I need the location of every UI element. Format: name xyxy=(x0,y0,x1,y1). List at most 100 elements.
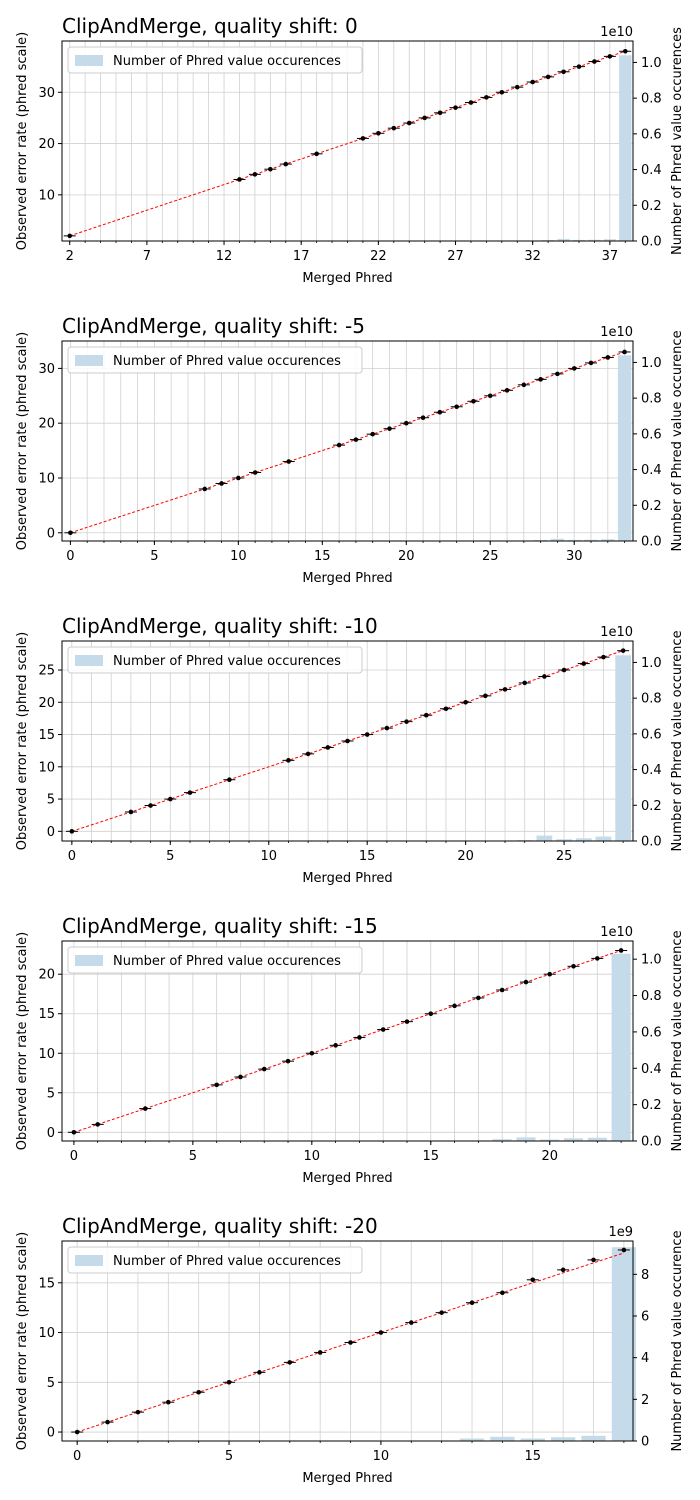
y2-tick-label: 0.8 xyxy=(641,392,662,407)
data-point xyxy=(576,64,582,69)
y-tick-label: 0 xyxy=(47,1126,55,1141)
chart-1: 0 5 10 15 20 25 30 0 10 20 30 0.0 0.2 0.4 0.6 0.8 1.0 1e1… xyxy=(15,314,685,586)
occurrence-bar xyxy=(584,539,598,541)
y2-tick-label: 0.0 xyxy=(641,1135,662,1150)
chart-title: ClipAndMerge, quality shift: -10 xyxy=(62,614,378,638)
data-point xyxy=(345,738,350,744)
data-point xyxy=(538,377,543,382)
x-tick-label: 0 xyxy=(73,1449,81,1464)
occurrence-bar xyxy=(603,239,617,241)
legend-label: Number of Phred value occurences xyxy=(113,354,341,369)
y2-axis-label: Number of Phred value occurence xyxy=(670,330,685,551)
data-point xyxy=(423,712,429,718)
x-tick-label: 10 xyxy=(230,549,247,564)
y2-tick-label: 0.0 xyxy=(641,235,662,250)
y-tick-label: 5 xyxy=(47,1376,55,1391)
data-point xyxy=(522,680,528,686)
fit-line xyxy=(73,950,622,1133)
data-point xyxy=(187,790,193,795)
occurrence-bar xyxy=(617,355,632,541)
y2-tick-label: 1.0 xyxy=(641,356,662,371)
data-point xyxy=(439,1310,444,1315)
occurrence-bar xyxy=(567,539,581,541)
y-tick-label: 10 xyxy=(38,188,55,203)
y-tick-label: 15 xyxy=(38,1007,55,1022)
y2-tick-label: 0.6 xyxy=(641,1025,662,1040)
data-point xyxy=(238,1074,243,1080)
occurrence-bar xyxy=(601,539,615,541)
data-point xyxy=(591,1257,596,1263)
data-point xyxy=(487,393,493,399)
data-point xyxy=(348,1340,353,1345)
data-point xyxy=(404,1019,410,1024)
data-point xyxy=(420,415,426,421)
data-point xyxy=(384,725,390,731)
y-tick-label: 10 xyxy=(38,471,55,486)
y-axis-label: Observed error rate (phred scale) xyxy=(15,932,30,1150)
legend-swatch xyxy=(75,355,103,366)
x-tick-label: 0 xyxy=(66,549,74,564)
data-point xyxy=(605,355,611,360)
legend-swatch xyxy=(75,55,103,66)
data-point xyxy=(69,829,75,834)
y2-tick-label: 0.8 xyxy=(641,92,662,107)
data-point xyxy=(257,1370,262,1375)
occurrence-bar xyxy=(581,1435,606,1441)
data-point xyxy=(622,349,627,355)
occurrence-bar xyxy=(520,1438,545,1441)
occurrence-bar xyxy=(550,538,565,541)
plot-frame xyxy=(61,940,634,1142)
legend-swatch xyxy=(75,955,103,966)
x-tick-label: 30 xyxy=(566,549,583,564)
occurrence-bar xyxy=(619,55,632,242)
data-point xyxy=(468,100,474,105)
data-point xyxy=(607,54,613,59)
x-axis-label: Merged Phred xyxy=(302,871,392,886)
y2-tick-label: 4 xyxy=(641,1351,649,1366)
data-point xyxy=(621,1247,627,1253)
data-point xyxy=(422,115,427,121)
data-point xyxy=(571,963,576,969)
y2-offset-text: 1e9 xyxy=(608,1225,633,1240)
data-point xyxy=(484,95,489,100)
y2-offset-text: 1e10 xyxy=(600,325,633,340)
data-point xyxy=(555,371,560,377)
data-point xyxy=(219,481,224,486)
occurrence-bar xyxy=(516,1137,536,1141)
x-tick-label: 15 xyxy=(524,1449,541,1464)
legend-label: Number of Phred value occurences xyxy=(113,654,341,669)
x-tick-label: 10 xyxy=(304,1149,321,1164)
data-point xyxy=(357,1035,362,1040)
data-point xyxy=(406,120,412,126)
x-tick-label: 20 xyxy=(541,1149,558,1164)
y2-tick-label: 0.2 xyxy=(641,799,662,814)
y-axis-label: Observed error rate (phred scale) xyxy=(15,1232,30,1450)
y-tick-label: 25 xyxy=(38,664,55,679)
data-point xyxy=(309,1050,315,1056)
data-point xyxy=(514,84,520,90)
data-point xyxy=(500,1290,505,1296)
y-tick-label: 10 xyxy=(38,1047,55,1062)
legend-swatch xyxy=(75,655,103,666)
data-point xyxy=(403,420,409,426)
chart-title: ClipAndMerge, quality shift: -5 xyxy=(62,314,365,338)
x-tick-label: 0 xyxy=(70,1149,78,1164)
y-tick-label: 20 xyxy=(38,968,55,983)
y-tick-label: 15 xyxy=(38,728,55,743)
data-point xyxy=(286,459,292,464)
data-point xyxy=(437,110,443,116)
occurrence-bar xyxy=(564,1138,584,1141)
x-tick-label: 15 xyxy=(359,849,376,864)
data-point xyxy=(287,1360,293,1365)
data-point xyxy=(196,1389,201,1395)
x-tick-label: 0 xyxy=(68,849,76,864)
occurrence-bar xyxy=(615,655,632,841)
y2-tick-label: 0.4 xyxy=(641,763,662,778)
y2-tick-label: 8 xyxy=(641,1268,649,1283)
data-point xyxy=(571,366,577,371)
x-tick-label: 25 xyxy=(556,849,573,864)
data-point xyxy=(437,409,443,415)
data-point xyxy=(471,398,476,404)
data-point xyxy=(336,442,342,448)
y-tick-label: 10 xyxy=(38,760,55,775)
